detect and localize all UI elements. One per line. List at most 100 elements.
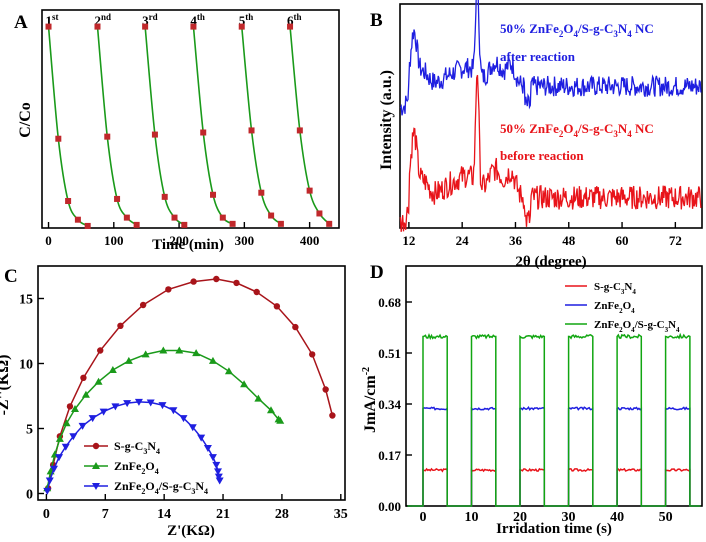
legend-c: S-g-C3N4 ZnFe2O4 ZnFe2O4/S-g-C3N4 <box>84 439 208 496</box>
data-point-c <box>146 399 155 407</box>
data-point-c <box>224 367 233 375</box>
x-tick-label-c: 35 <box>334 507 348 522</box>
data-point-c <box>45 477 54 485</box>
data-point-a <box>210 191 217 198</box>
legend-label-d: S-g-C3N4 <box>594 281 636 296</box>
data-point-a <box>306 187 313 194</box>
data-point-c <box>92 462 100 469</box>
data-point-c <box>49 465 58 473</box>
panel-letter-b: B <box>370 10 383 31</box>
cycle-label: 4th <box>190 12 205 28</box>
legend-label-c: ZnFe2O4 <box>114 459 159 476</box>
data-point-c <box>329 412 336 419</box>
x-tick-label-d: 30 <box>562 510 576 525</box>
data-point-c <box>165 286 172 293</box>
data-point-c <box>80 374 87 381</box>
photocurrent-line-1 <box>407 467 701 507</box>
data-point-c <box>197 434 206 442</box>
x-tick-label-b: 60 <box>616 233 629 248</box>
x-tick-label-a: 300 <box>235 233 255 248</box>
data-point-c <box>169 407 178 415</box>
data-point-c <box>92 483 100 490</box>
x-axis-label-c: Z'(KΩ) <box>167 523 215 539</box>
x-tick-label-b: 36 <box>509 233 523 248</box>
x-tick-label-a: 200 <box>169 233 189 248</box>
panel-b: B Intensity (a.u.) 2θ (degree) 12 24 36 48 6… <box>370 0 703 270</box>
data-point-c <box>273 303 281 310</box>
data-point-c <box>81 390 90 398</box>
panel-c: C -Z''(KΩ) Z'(KΩ) 0 7 14 21 28 35 0 5 10 15 S-g-C… <box>0 265 348 539</box>
legend-label-d: ZnFe2O4/S-g-C3N4 <box>594 319 680 334</box>
data-point-c <box>240 380 249 388</box>
data-point-c <box>94 377 103 385</box>
panel-d: D JmA/cm-2 Irridation time (s) 0 10 20 30 40… <box>361 262 703 537</box>
data-point-c <box>254 394 263 402</box>
data-point-a <box>296 127 303 134</box>
x-tick-label-b: 48 <box>562 233 576 248</box>
y-tick-label-d: 0.34 <box>378 397 401 412</box>
data-point-a <box>238 23 245 30</box>
y-axis-label-b: Intensity (a.u.) <box>378 70 395 170</box>
data-point-c <box>179 415 188 423</box>
cycle-line-2 <box>96 26 138 226</box>
data-point-c <box>213 275 220 283</box>
xrd-line-before <box>399 74 702 232</box>
label-after-line2: after reaction <box>500 49 576 64</box>
nyquist-line-2 <box>46 349 281 489</box>
data-point-c <box>78 422 87 430</box>
x-tick-label-d: 50 <box>659 510 673 525</box>
cycle-line-6 <box>289 26 330 225</box>
photocurrent-line-2 <box>407 405 701 507</box>
data-point-a <box>45 23 52 30</box>
y-tick-label-c: 0 <box>26 488 33 503</box>
data-point-a <box>326 220 333 227</box>
x-tick-label-a: 0 <box>45 233 52 248</box>
plot-frame-c <box>37 265 346 501</box>
data-point-c <box>159 346 168 354</box>
data-point-a <box>84 222 91 229</box>
x-ticks-b: 12 24 36 48 60 72 <box>402 222 682 248</box>
x-tick-label-a: 100 <box>104 233 124 248</box>
cycle-label: 3rd <box>142 12 158 28</box>
series-c <box>43 275 336 495</box>
data-point-a <box>114 195 121 202</box>
y-tick-label-c: 10 <box>19 358 33 373</box>
data-point-c <box>192 349 201 357</box>
data-point-c <box>190 278 197 285</box>
cycle-line-1 <box>47 26 89 227</box>
y-axis-label-a: C/Co <box>17 102 34 138</box>
y-axis-label-c: -Z''(KΩ) <box>0 355 12 416</box>
data-point-c <box>266 406 275 414</box>
data-point-a <box>219 214 226 221</box>
data-point-c <box>233 279 240 287</box>
data-point-a <box>200 129 207 136</box>
data-point-c <box>55 434 64 442</box>
cycle-label: 5th <box>239 12 254 28</box>
photocurrent-line-3 <box>407 332 701 507</box>
x-axis-label-b: 2θ (degree) <box>515 254 586 270</box>
data-point-c <box>322 386 329 393</box>
legend-d: S-g-C3N4 ZnFe2O4 ZnFe2O4/S-g-C3N4 <box>565 281 680 334</box>
data-point-a <box>74 216 81 223</box>
ticks-c: 0 7 14 21 28 35 0 5 10 15 <box>19 293 348 523</box>
x-tick-label-c: 14 <box>157 507 171 522</box>
data-point-a <box>123 214 130 221</box>
x-axis-label-a: Time (min) <box>152 237 224 253</box>
x-tick-label-c: 28 <box>275 507 289 522</box>
data-point-c <box>61 443 70 451</box>
x-tick-label-d: 10 <box>465 510 479 525</box>
series-b <box>399 0 702 232</box>
data-point-a <box>277 220 284 227</box>
x-tick-label-c: 0 <box>43 507 50 522</box>
data-point-a <box>181 221 188 228</box>
cycle-label: 2nd <box>94 12 111 28</box>
x-tick-label-d: 40 <box>610 510 624 525</box>
data-point-c <box>97 347 104 354</box>
data-point-c <box>139 301 147 309</box>
data-point-c <box>71 405 80 412</box>
data-point-c <box>214 473 223 481</box>
ticks-d: 0 10 20 30 40 50 0.00 0.17 0.34 0.51 0.68 <box>378 295 672 525</box>
data-point-a <box>258 189 265 196</box>
xrd-line-after <box>399 0 702 116</box>
